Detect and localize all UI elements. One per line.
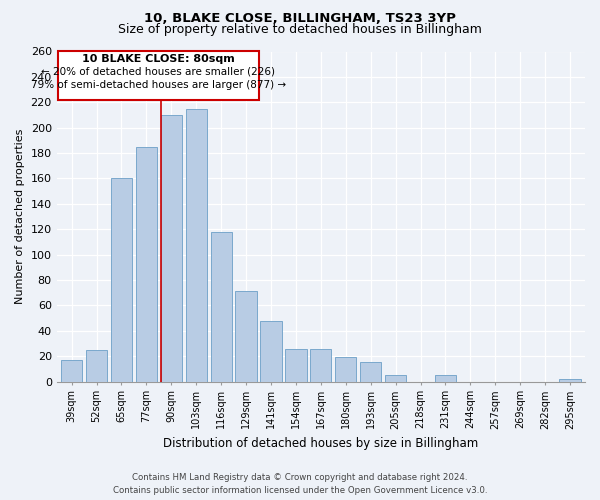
Bar <box>161 115 182 382</box>
Text: Contains HM Land Registry data © Crown copyright and database right 2024.
Contai: Contains HM Land Registry data © Crown c… <box>113 474 487 495</box>
Title: 10, BLAKE CLOSE, BILLINGHAM, TS23 3YP
Size of property relative to detached hous: 10, BLAKE CLOSE, BILLINGHAM, TS23 3YP Si… <box>0 499 1 500</box>
Bar <box>310 348 331 382</box>
Bar <box>185 108 207 382</box>
Y-axis label: Number of detached properties: Number of detached properties <box>15 129 25 304</box>
X-axis label: Distribution of detached houses by size in Billingham: Distribution of detached houses by size … <box>163 437 478 450</box>
Bar <box>286 348 307 382</box>
Bar <box>111 178 132 382</box>
Text: ← 20% of detached houses are smaller (226): ← 20% of detached houses are smaller (22… <box>41 67 275 77</box>
Bar <box>385 375 406 382</box>
Bar <box>58 52 259 100</box>
Text: 10 BLAKE CLOSE: 80sqm: 10 BLAKE CLOSE: 80sqm <box>82 54 235 64</box>
Bar <box>61 360 82 382</box>
Text: 10, BLAKE CLOSE, BILLINGHAM, TS23 3YP: 10, BLAKE CLOSE, BILLINGHAM, TS23 3YP <box>144 12 456 26</box>
Bar <box>211 232 232 382</box>
Bar <box>435 375 456 382</box>
Bar <box>136 146 157 382</box>
Bar <box>235 292 257 382</box>
Text: 79% of semi-detached houses are larger (877) →: 79% of semi-detached houses are larger (… <box>31 80 286 90</box>
Bar <box>559 379 581 382</box>
Bar <box>360 362 381 382</box>
Bar <box>86 350 107 382</box>
Bar <box>260 320 281 382</box>
Text: Size of property relative to detached houses in Billingham: Size of property relative to detached ho… <box>118 22 482 36</box>
Bar <box>335 358 356 382</box>
